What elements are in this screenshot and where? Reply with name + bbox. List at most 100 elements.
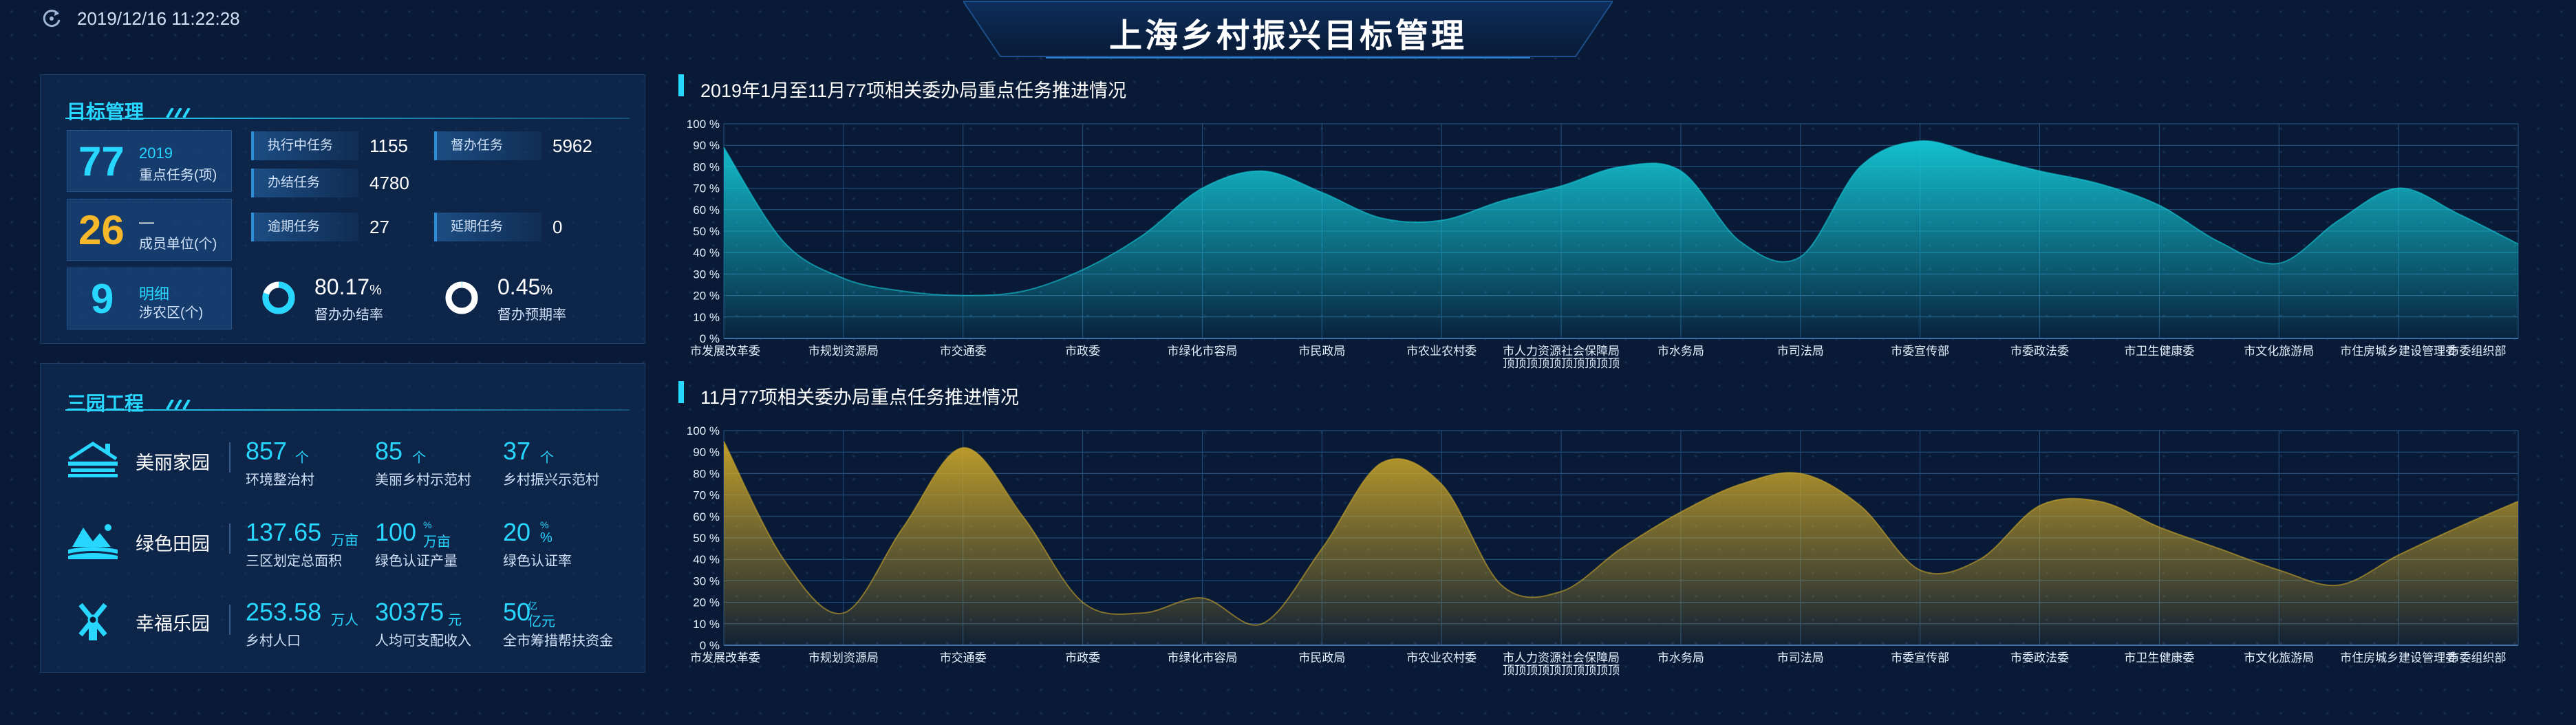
y-tick-label: 60 %: [693, 204, 720, 217]
x-category-label: 市规划资源局: [808, 651, 879, 664]
panel-title: 目标管理: [67, 101, 144, 122]
page-title-banner: 上海乡村振兴目标管理: [963, 0, 1613, 59]
panel-title: 三园工程: [67, 393, 144, 414]
x-category-label: 市司法局: [1777, 651, 1824, 664]
x-category-label: 市住房城乡建设管理委: [2340, 651, 2457, 664]
metric-label: 乡村振兴示范村: [503, 473, 599, 488]
x-category-label-continuation: 顶顶顶顶顶顶顶顶顶顶: [1503, 664, 1620, 677]
stat-label-extended: 延期任务: [434, 213, 541, 241]
x-category-label: 市水务局: [1657, 345, 1704, 358]
x-category-label: 市委宣传部: [1891, 651, 1949, 664]
panel-title-underline: [65, 118, 630, 119]
metric-unit: 个: [412, 451, 426, 466]
x-category-label: 市委政法委: [2010, 651, 2069, 664]
x-category-label: 市农业农村委: [1406, 345, 1477, 358]
y-tick-label: 90 %: [693, 139, 720, 152]
area-chart-progress-2019[interactable]: 0 % 10 % 20 % 30 % 40 % 50 % 60 % 70 % 80 % 90 % 1…: [674, 110, 2525, 371]
area-series-line: [723, 441, 2519, 626]
stat-value-extended: 0: [552, 217, 563, 237]
x-category-label: 市发展改革委: [690, 651, 760, 664]
goal-management-panel: 目标管理 77 2019 重点任务(项) 26 — 成员单位(个) 9 明细 涉…: [40, 74, 645, 344]
stat-value-completed: 4780: [369, 173, 409, 193]
x-category-label: 市人力资源社会保障局: [1503, 345, 1620, 358]
metric-unit-top: 亿: [528, 600, 537, 612]
completion-rate-value: 80.17%: [314, 274, 382, 299]
districts-detail-link[interactable]: 明细: [139, 285, 170, 303]
y-tick-label: 20 %: [693, 596, 720, 609]
area-series-fill[interactable]: [724, 441, 2518, 645]
districts-card[interactable]: 9 明细 涉农区(个): [67, 268, 232, 329]
x-category-label: 市发展改革委: [690, 345, 760, 358]
y-tick-label: 40 %: [693, 246, 720, 259]
windmill-icon: [78, 603, 107, 640]
stat-value-executing: 1155: [369, 136, 408, 156]
stat-label-executing: 执行中任务: [251, 131, 358, 160]
key-tasks-value: 77: [78, 138, 125, 184]
districts-label: 涉农区(个): [139, 305, 204, 321]
metric-value: 50: [503, 598, 531, 626]
y-tick-label: 50 %: [693, 532, 720, 545]
y-tick-label: 90 %: [693, 446, 720, 459]
metric-value: 20: [503, 518, 531, 546]
districts-value: 9: [91, 276, 114, 322]
x-category-label: 市文化旅游局: [2244, 651, 2314, 664]
area-chart-progress-november[interactable]: 0 % 10 % 20 % 30 % 40 % 50 % 60 % 70 % 80 % 90 % 1…: [674, 417, 2525, 678]
metric-label: 人均可支配收入: [375, 634, 471, 649]
key-tasks-card[interactable]: 77 2019 重点任务(项): [67, 130, 232, 192]
y-tick-label: 40 %: [693, 553, 720, 566]
x-category-label: 市委组织部: [2448, 345, 2507, 358]
x-category-label: 市委组织部: [2448, 651, 2507, 664]
metric-value: 857: [246, 437, 288, 465]
garden-row-name: 美丽家园: [136, 453, 210, 473]
x-category-label-continuation: 顶顶顶顶顶顶顶顶顶顶: [1503, 357, 1620, 370]
area-series-line: [723, 140, 2519, 296]
x-category-label: 市交通委: [940, 651, 987, 664]
x-category-label: 市文化旅游局: [2244, 345, 2314, 358]
y-tick-label: 0 %: [700, 332, 720, 345]
metric-unit: 万亩: [423, 534, 451, 550]
y-tick-label: 20 %: [693, 290, 720, 303]
row-divider: [229, 442, 230, 473]
stat-value-overdue: 27: [369, 217, 389, 237]
members-card[interactable]: 26 — 成员单位(个): [67, 199, 232, 261]
row-divider: [229, 523, 230, 554]
chart-title-marker: [678, 381, 684, 403]
metric-value: 137.65: [246, 518, 322, 546]
x-category-label: 市民政局: [1298, 345, 1345, 358]
x-category-label: 市住房城乡建设管理委: [2340, 345, 2457, 358]
metric-label: 乡村人口: [246, 634, 301, 649]
page-title: 上海乡村振兴目标管理: [1108, 18, 1467, 54]
three-gardens-panel: 三园工程 美丽家园 857 个 环境整治村 85 个 美丽乡村示范村 37 个 …: [40, 363, 645, 673]
metric-unit: 元: [448, 613, 462, 628]
y-tick-label: 0 %: [700, 639, 720, 652]
completion-rate-label: 督办办结率: [314, 307, 383, 323]
metric-label: 绿色认证产量: [375, 554, 458, 569]
x-category-label: 市绿化市容局: [1167, 651, 1237, 664]
chart-title-marker: [678, 74, 684, 96]
top-bar: 2019/12/16 11:22:28: [0, 0, 2576, 41]
slash-decoration-icon: [166, 400, 191, 409]
metric-unit: 个: [295, 451, 309, 466]
field-icon: [68, 524, 118, 559]
y-tick-label: 70 %: [693, 489, 720, 502]
metric-unit-top: %: [423, 519, 432, 530]
y-tick-label: 100 %: [687, 424, 720, 437]
stat-label-supervised: 督办任务: [434, 131, 541, 160]
x-category-label: 市政委: [1065, 651, 1100, 664]
metric-label: 环境整治村: [246, 473, 314, 488]
overdue-rate-label: 督办预期率: [497, 307, 566, 323]
x-category-label: 市卫生健康委: [2124, 345, 2194, 358]
x-category-label: 市委政法委: [2010, 345, 2069, 358]
stat-value-supervised: 5962: [552, 136, 592, 156]
metric-value: 100: [375, 518, 417, 546]
y-tick-label: 10 %: [693, 311, 720, 324]
refresh-icon[interactable]: [40, 7, 63, 30]
area-series-fill[interactable]: [724, 140, 2518, 339]
title-frame-decoration: [963, 1, 1613, 58]
x-category-label: 市委宣传部: [1891, 345, 1949, 358]
house-icon: [68, 442, 118, 477]
key-tasks-label: 重点任务(项): [139, 168, 217, 183]
x-category-label: 市人力资源社会保障局: [1503, 651, 1620, 664]
garden-row-name: 幸福乐园: [136, 614, 210, 634]
metric-unit: 亿元: [528, 614, 555, 629]
